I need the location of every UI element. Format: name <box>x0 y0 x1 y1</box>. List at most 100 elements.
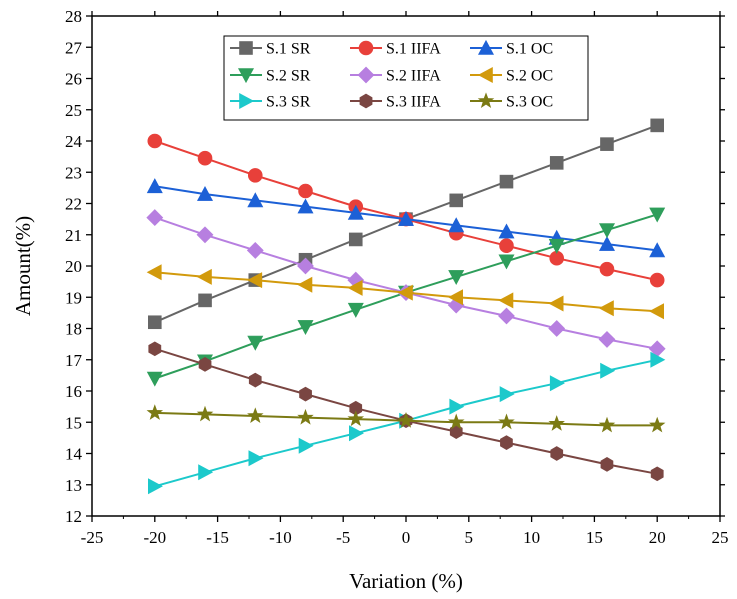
data-point <box>347 204 364 220</box>
data-point <box>598 300 614 317</box>
x-tick-label: -5 <box>336 528 350 547</box>
y-tick-label: 19 <box>65 288 82 307</box>
data-point <box>148 478 163 495</box>
data-point <box>297 408 314 425</box>
legend-item: S.2 OC <box>470 66 553 85</box>
y-tick-label: 16 <box>65 382 82 401</box>
data-point <box>598 223 616 239</box>
series-s-2-oc <box>146 264 665 320</box>
x-tick-label: 25 <box>712 528 729 547</box>
data-point <box>297 320 314 336</box>
x-tick-label: 20 <box>649 528 666 547</box>
data-point <box>347 302 364 318</box>
data-point <box>499 238 514 253</box>
data-point <box>196 185 214 201</box>
data-point <box>247 192 264 208</box>
legend-item: S.1 SR <box>230 41 311 58</box>
data-point <box>248 450 264 467</box>
x-tick-label: 0 <box>402 528 411 547</box>
data-point <box>448 270 465 286</box>
data-point <box>650 466 664 482</box>
legend: S.1 SR S.1 IIFA S.1 OC S.2 SR S.2 IIFA S.2 OC… <box>223 35 589 121</box>
x-tick-label: -10 <box>269 528 292 547</box>
data-point <box>498 307 515 325</box>
legend-marker <box>358 40 374 56</box>
legend-label: S.3 IIFA <box>386 94 441 111</box>
data-point <box>397 210 415 226</box>
data-point <box>499 174 514 189</box>
x-tick-label: -15 <box>206 528 229 547</box>
data-point <box>648 416 666 433</box>
data-point <box>248 372 262 388</box>
legend-item: S.1 IIFA <box>350 41 441 58</box>
series-s-3-oc <box>146 404 666 433</box>
data-point <box>246 241 264 259</box>
y-tick-label: 24 <box>65 132 83 151</box>
series-layer <box>146 118 666 495</box>
y-tick-label: 13 <box>65 476 82 495</box>
legend-marker <box>477 66 493 84</box>
x-tick-label: 10 <box>523 528 540 547</box>
data-point <box>348 425 364 442</box>
legend-box <box>223 35 589 121</box>
data-point <box>649 242 666 258</box>
data-point <box>148 315 162 330</box>
data-point <box>448 217 465 233</box>
data-point <box>198 293 212 308</box>
legend-marker <box>477 92 495 109</box>
data-point <box>247 272 263 289</box>
data-point <box>348 232 363 247</box>
y-tick-label: 17 <box>65 351 83 370</box>
data-point <box>198 357 212 372</box>
legend-item: S.3 OC <box>470 92 553 111</box>
legend-label: S.2 OC <box>506 68 553 85</box>
series-s-2-iifa <box>146 209 666 358</box>
x-axis-title: Variation (%) <box>349 569 463 593</box>
data-point <box>297 276 313 293</box>
legend-label: S.2 IIFA <box>386 68 441 85</box>
data-point <box>449 193 464 208</box>
data-point <box>600 362 616 379</box>
data-point <box>148 341 162 357</box>
data-point <box>397 284 413 301</box>
legend-marker <box>477 39 495 55</box>
data-point <box>448 289 464 306</box>
data-point <box>649 272 665 288</box>
legend-marker <box>237 68 255 84</box>
legend-marker <box>359 93 373 109</box>
data-point <box>600 457 614 472</box>
y-tick-label: 12 <box>65 507 82 526</box>
data-point <box>146 404 164 420</box>
legend-marker <box>239 92 255 110</box>
series-s-1-iifa <box>147 133 665 288</box>
data-point <box>598 330 616 348</box>
data-point <box>146 371 163 387</box>
data-point <box>449 398 465 415</box>
data-point <box>147 133 163 149</box>
legend-marker <box>239 41 253 55</box>
legend-label: S.3 SR <box>266 94 311 111</box>
legend-item: S.3 SR <box>230 92 311 111</box>
series-line <box>154 347 658 475</box>
data-point <box>298 183 313 199</box>
data-point <box>548 295 564 312</box>
data-point <box>498 254 515 270</box>
y-tick-label: 20 <box>65 257 82 276</box>
data-point <box>548 320 566 337</box>
legend-label: S.2 SR <box>266 68 311 85</box>
x-tick-label: 5 <box>465 528 474 547</box>
axes: -25 -20 -15 -10 -5 0 5 10 15 20 25 12 13 14 15 16 17 18 19… <box>65 7 729 547</box>
data-point <box>299 386 312 402</box>
data-point <box>196 226 214 244</box>
data-point <box>146 209 164 227</box>
y-tick-label: 15 <box>65 413 82 432</box>
data-point <box>397 412 415 428</box>
data-point <box>598 416 616 433</box>
data-point <box>449 424 463 439</box>
data-point <box>347 279 363 296</box>
data-point <box>198 464 214 481</box>
data-point <box>498 223 515 239</box>
data-point <box>297 257 314 275</box>
legend-item: S.2 SR <box>230 68 311 85</box>
data-point <box>650 351 666 368</box>
